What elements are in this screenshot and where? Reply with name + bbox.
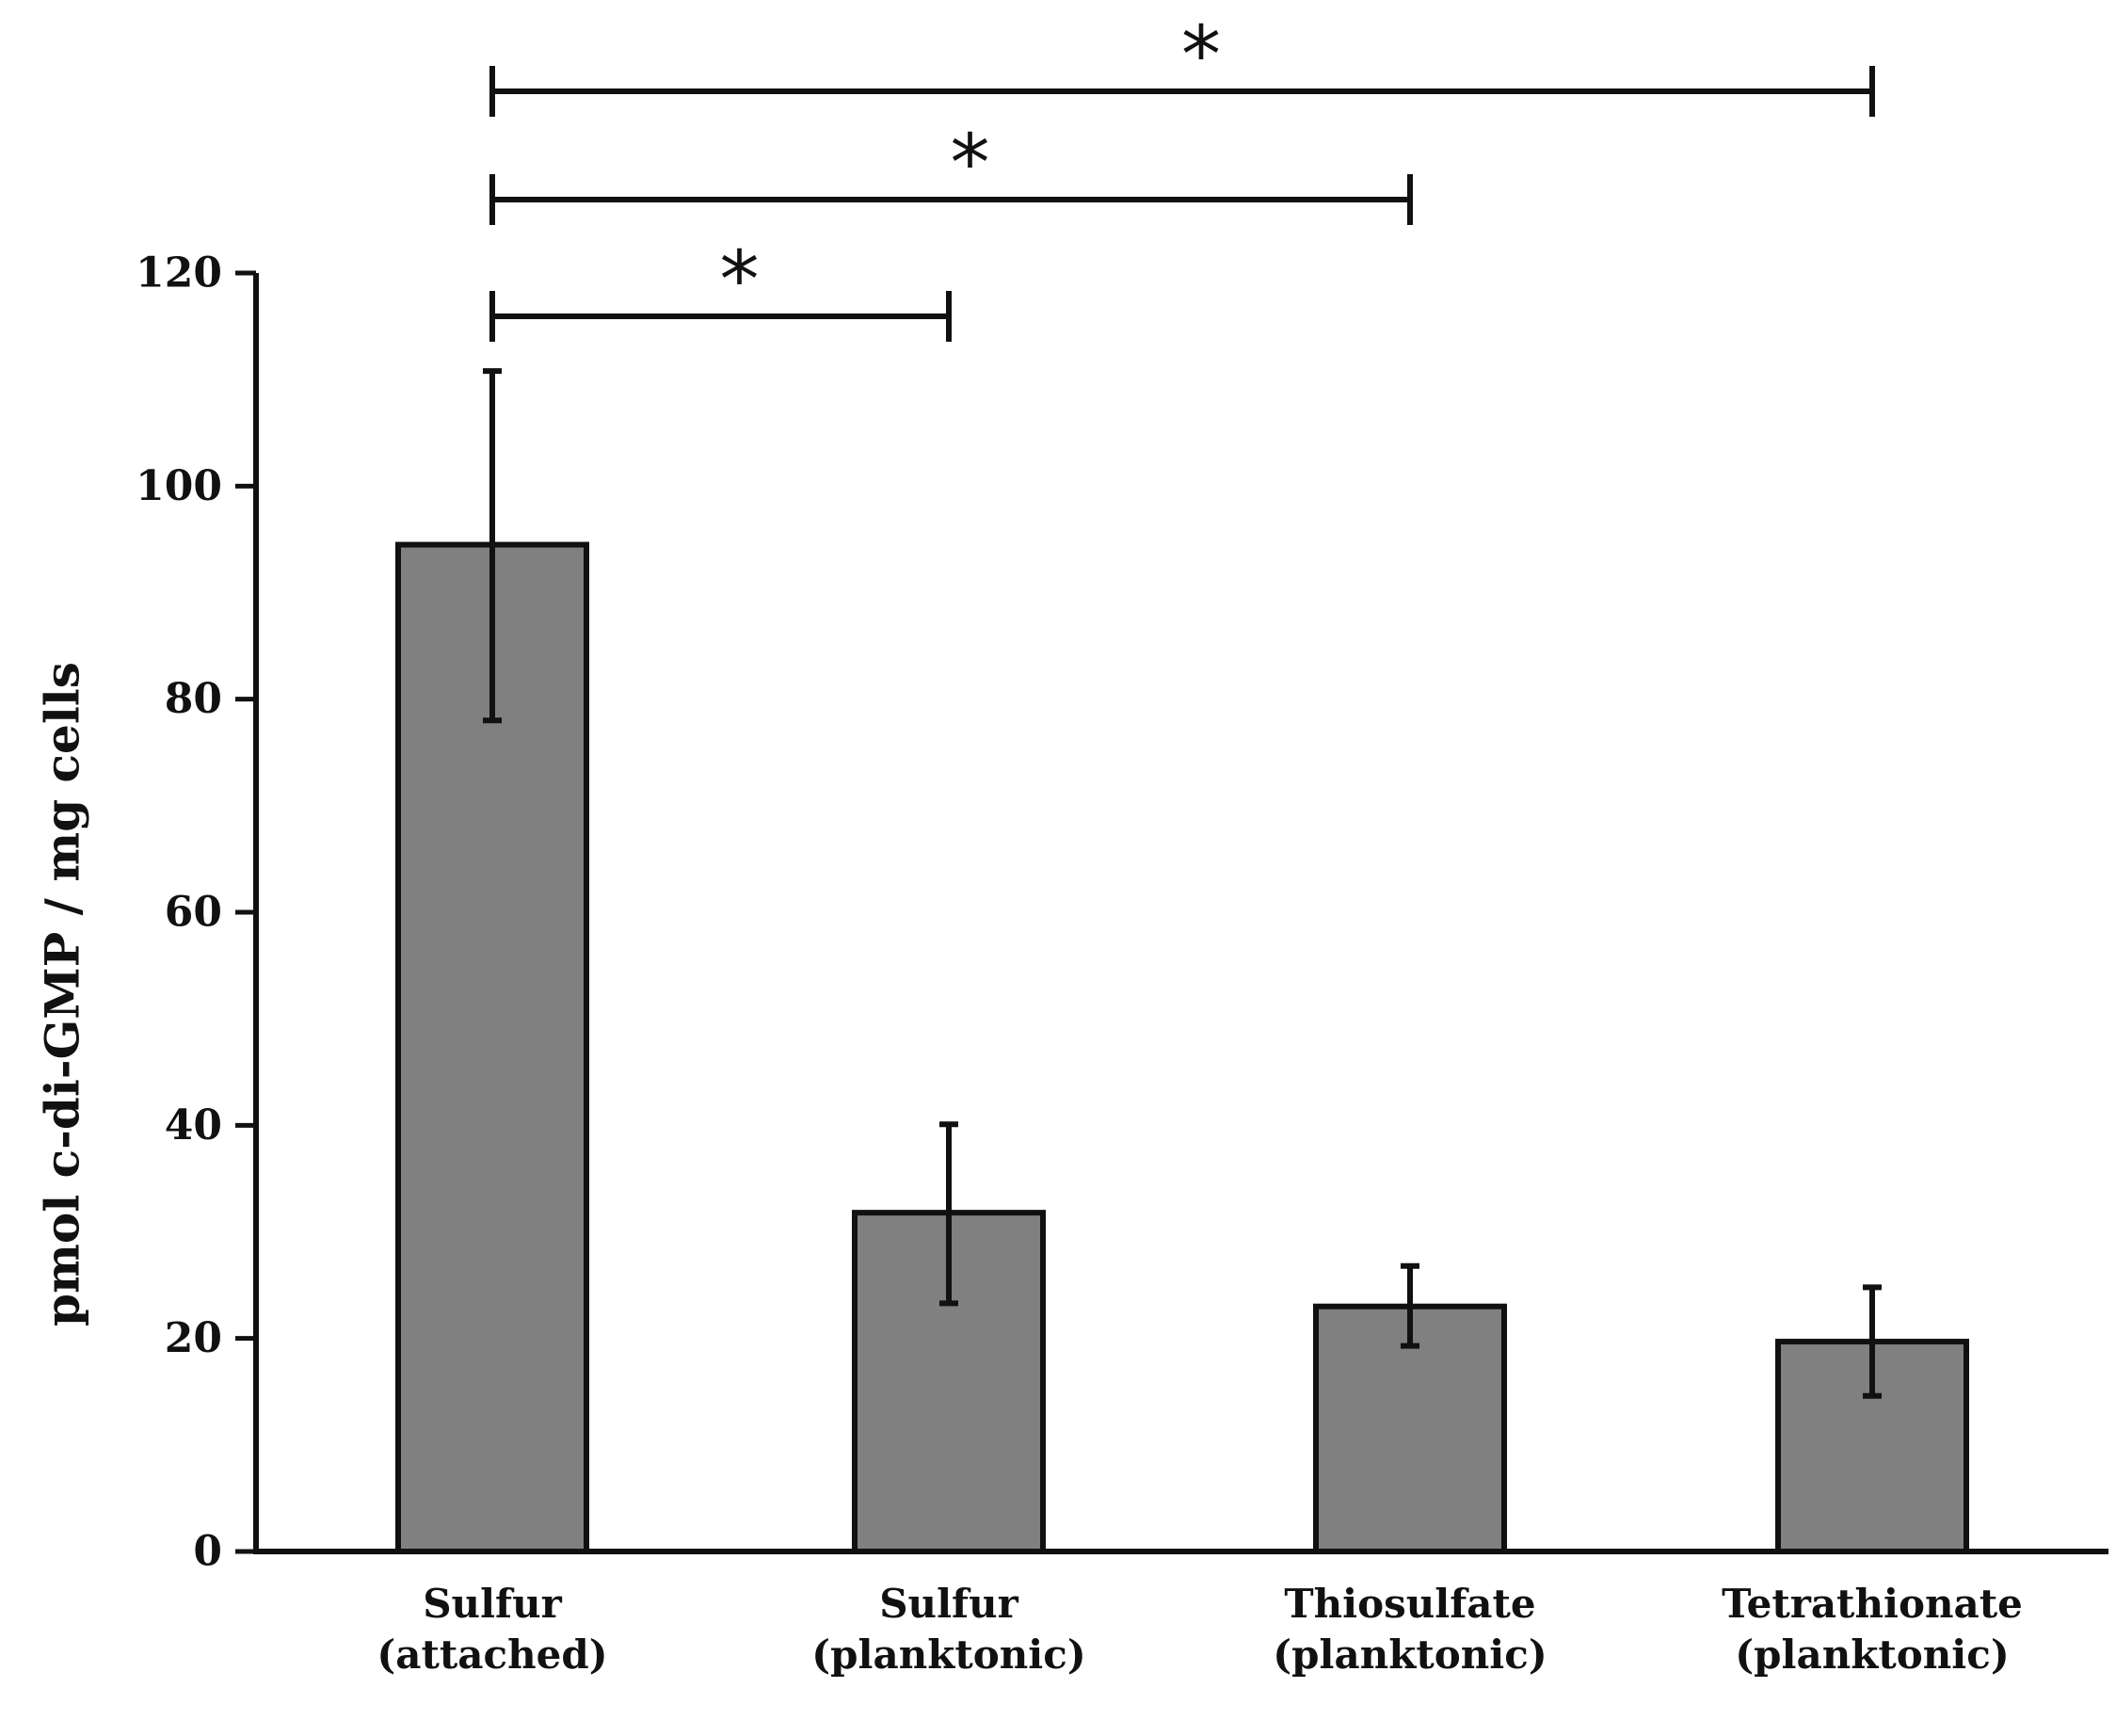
category-label-line1: Thiosulfate bbox=[1284, 1581, 1535, 1627]
axes bbox=[235, 270, 2108, 1554]
y-tick-label: 60 bbox=[165, 889, 222, 937]
significance-star: * bbox=[720, 233, 760, 326]
y-tick-label: 40 bbox=[165, 1101, 222, 1149]
y-tick-label: 0 bbox=[193, 1528, 222, 1576]
y-axis-label: pmol c-di-GMP / mg cells bbox=[35, 662, 90, 1326]
significance-brackets: * * * bbox=[489, 8, 1875, 342]
category-label-line2: (planktonic) bbox=[811, 1632, 1085, 1678]
category-label-line2: (attached) bbox=[377, 1632, 607, 1678]
y-tick-label: 20 bbox=[165, 1314, 222, 1362]
category-label-line1: Tetrathionate bbox=[1722, 1581, 2023, 1627]
error-bars bbox=[483, 368, 1882, 1399]
y-tick-label: 100 bbox=[136, 462, 222, 510]
significance-star: * bbox=[1181, 8, 1221, 101]
bars bbox=[395, 541, 1969, 1555]
category-label-line1: Sulfur bbox=[423, 1581, 562, 1627]
category-label-line1: Sulfur bbox=[879, 1581, 1018, 1627]
labels: 0 20 40 60 80 100 120 pmol c-di-GMP / mg cells S… bbox=[35, 249, 2023, 1679]
category-label-line2: (planktonic) bbox=[1273, 1632, 1547, 1678]
y-tick-label: 120 bbox=[136, 249, 222, 297]
category-label-line2: (planktonic) bbox=[1735, 1632, 2009, 1678]
significance-star: * bbox=[951, 117, 990, 209]
y-tick-label: 80 bbox=[165, 675, 222, 723]
